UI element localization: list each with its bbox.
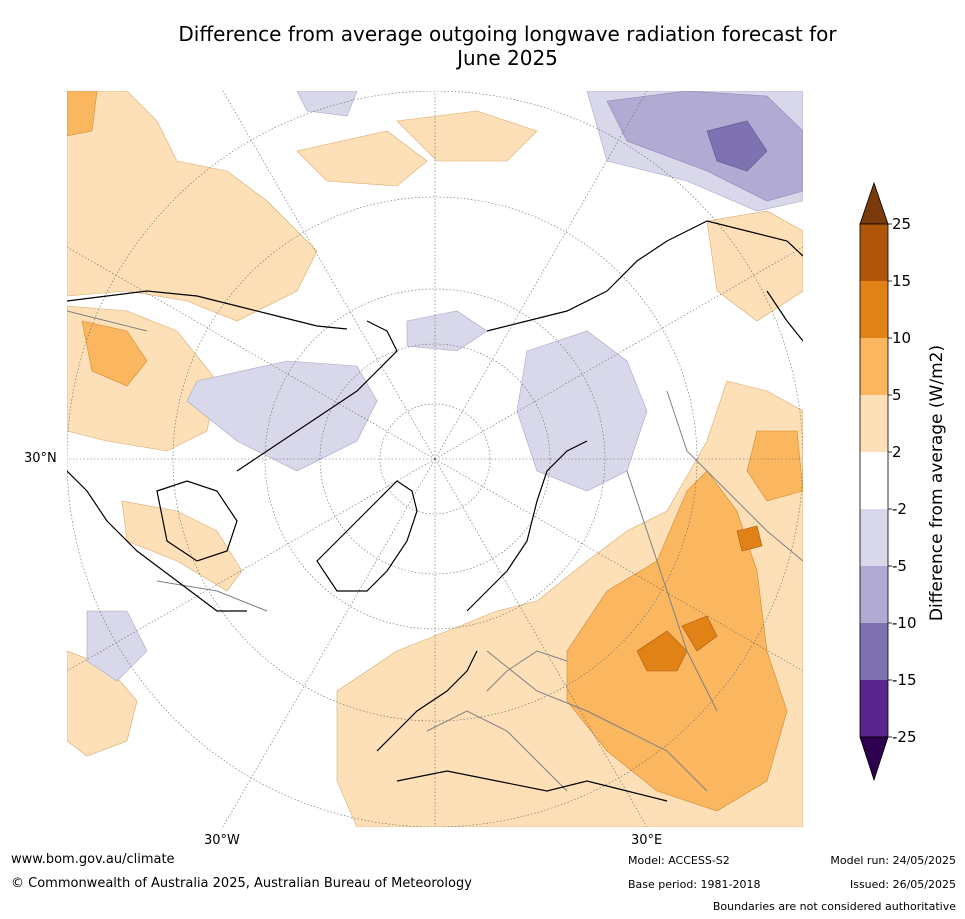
anomaly-region-canadian-arctic xyxy=(186,360,378,472)
base-period-text: Base period: 1981-2018 xyxy=(628,878,761,891)
colorbar-label-minus15: -15 xyxy=(892,671,917,689)
map-svg xyxy=(67,91,803,827)
country-borders xyxy=(67,310,803,792)
colorbar-label-25: 25 xyxy=(892,215,911,233)
colorbar-frame xyxy=(859,223,889,738)
label-30w: 30°W xyxy=(204,833,240,848)
colorbar-extend-top xyxy=(859,181,889,225)
coast-east-north-america xyxy=(67,470,247,612)
anomaly-region-siberia-east xyxy=(746,430,803,502)
polar-map xyxy=(67,91,803,827)
colorbar-5-to-10 xyxy=(860,338,888,395)
colorbar-extend-bottom xyxy=(859,736,889,782)
coast-kamchatka xyxy=(766,290,803,342)
border-eurasia-3 xyxy=(666,390,803,562)
colorbar-label-minus10: -10 xyxy=(892,614,917,632)
colorbar-title: Difference from average (W/m2) xyxy=(927,344,947,622)
coast-greenland xyxy=(316,480,418,592)
anomaly-region-canada-patch xyxy=(296,130,428,187)
anomaly-region-atlantic xyxy=(86,610,148,682)
anomaly-region-arctic-coast xyxy=(406,310,488,352)
latitude-circle-80n xyxy=(379,403,491,515)
coast-alaska xyxy=(67,290,348,330)
colorbar-minus2-to-2 xyxy=(860,452,888,509)
colorbar-10-to-15 xyxy=(860,281,888,338)
colorbar-minus25-to-minus15 xyxy=(860,680,888,737)
anomaly-region-north-pacific-core xyxy=(706,120,768,172)
model-text: Model: ACCESS-S2 xyxy=(628,854,730,867)
title-line-1: Difference from average outgoing longwav… xyxy=(178,22,837,46)
anomaly-region-alaska xyxy=(81,320,148,387)
border-europe-2 xyxy=(486,650,568,692)
coast-hudson-bay xyxy=(156,480,238,562)
border-canada-us xyxy=(156,580,268,612)
border-eurasia-2 xyxy=(626,470,718,712)
coast-europe-west xyxy=(376,650,478,752)
colorbar-label-2: 2 xyxy=(892,443,902,461)
meridian-150e xyxy=(434,91,648,460)
disclaimer-text: Boundaries are not considered authoritat… xyxy=(712,900,956,913)
colorbar-minus15-to-minus10 xyxy=(860,623,888,680)
model-run-text: Model run: 24/05/2025 xyxy=(830,854,956,867)
website-link[interactable]: www.bom.gov.au/climate xyxy=(11,852,175,867)
border-eurasia-1 xyxy=(486,650,708,792)
meridian-150w xyxy=(222,91,436,460)
colorbar-ticks xyxy=(888,223,892,738)
border-europe-1 xyxy=(426,710,568,792)
coast-europe-north xyxy=(466,440,588,612)
anomaly-region-north-america-west xyxy=(67,91,318,322)
title-line-2: June 2025 xyxy=(457,46,558,70)
meridian-120e xyxy=(434,246,803,460)
anomaly-region-central-asia-1 xyxy=(636,630,688,672)
copyright-text: © Commonwealth of Australia 2025, Austra… xyxy=(11,876,472,891)
colorbar: 25 15 10 5 2 -2 -5 -10 -15 -25 xyxy=(859,181,917,782)
border-north-america xyxy=(67,310,148,332)
colorbar-label-15: 15 xyxy=(892,272,911,290)
colorbar-label-minus2: -2 xyxy=(892,500,907,518)
anomaly-region-arctic-ocean-patch xyxy=(396,110,538,162)
colorbar-minus5-to-minus2 xyxy=(860,509,888,566)
anomaly-region-north-america-east xyxy=(121,500,243,592)
latitude-circle-70n xyxy=(319,343,551,575)
anomaly-region-east-asia xyxy=(736,525,763,552)
colorbar-15-to-25 xyxy=(860,224,888,281)
label-30n: 30°N xyxy=(24,451,57,466)
colorbar-label-10: 10 xyxy=(892,329,911,347)
colorbar-tick-labels: 25 15 10 5 2 -2 -5 -10 -15 -25 xyxy=(892,215,917,746)
issued-text: Issued: 26/05/2025 xyxy=(849,878,956,891)
meridian-30w xyxy=(222,458,436,827)
meridian-60e xyxy=(434,458,803,672)
colorbar-2-to-5 xyxy=(860,395,888,452)
anomaly-region-north-pacific-cell xyxy=(606,91,803,202)
meridian-30e xyxy=(434,458,648,827)
latitude-circle-60n xyxy=(264,288,606,630)
colorbar-minus10-to-minus5 xyxy=(860,566,888,623)
colorbar-label-5: 5 xyxy=(892,386,902,404)
anomaly-region-northeast-patch xyxy=(296,91,358,117)
anomaly-minus-10-to-minus-15 xyxy=(706,120,768,172)
anomaly-region-northwest-corner xyxy=(67,91,98,137)
coast-siberia xyxy=(486,220,803,332)
graticule xyxy=(67,91,803,827)
coast-canadian-archipelago xyxy=(236,320,398,472)
latitude-circle-45n xyxy=(172,196,698,722)
meridian-120w xyxy=(67,246,436,460)
coastlines xyxy=(67,220,803,802)
coast-mediterranean xyxy=(396,770,668,802)
anomaly-10-to-15 xyxy=(636,525,763,672)
anomaly-minus-5-to-minus-10 xyxy=(606,91,803,202)
label-30e: 30°E xyxy=(631,833,663,848)
colorbar-label-minus5: -5 xyxy=(892,557,907,575)
meridian-60w xyxy=(67,458,436,672)
chart-title: Difference from average outgoing longwav… xyxy=(120,22,895,70)
colorbar-label-minus25: -25 xyxy=(892,728,917,746)
anomaly-region-central-asia-2 xyxy=(681,615,718,652)
